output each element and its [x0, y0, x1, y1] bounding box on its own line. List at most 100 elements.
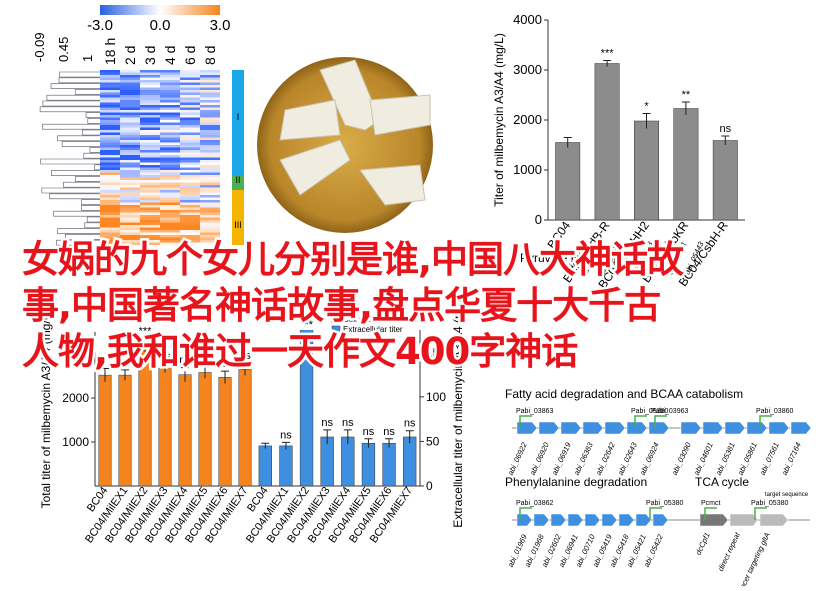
gene-arrow	[790, 421, 812, 435]
heatmap-cell	[180, 202, 200, 206]
heatmap-cell	[200, 240, 220, 243]
heatmap-cell	[200, 162, 220, 166]
heatmap-cell	[200, 110, 220, 113]
heatmap-cell	[160, 220, 180, 223]
promoter	[754, 507, 767, 520]
dendrogram-branch	[57, 135, 100, 142]
heatmap-cell	[140, 122, 160, 126]
y-tick-label: 4000	[513, 12, 542, 27]
heatmap-cell	[200, 160, 220, 163]
legend-swatch	[331, 325, 341, 334]
heatmap-cell	[160, 202, 180, 206]
colorbar-label: 3.0	[210, 17, 231, 34]
heatmap-cell	[180, 207, 200, 211]
gene-arrow	[567, 513, 584, 527]
heatmap-cell	[140, 82, 160, 86]
heatmap-cell	[180, 227, 200, 231]
heatmap-cell	[160, 140, 180, 143]
y-tick-label: 2000	[62, 391, 89, 405]
gene-arrow	[538, 421, 560, 435]
heatmap-cell	[140, 145, 160, 148]
heatmap-cell	[180, 135, 200, 138]
heatmap-cell	[160, 237, 180, 241]
heatmap-cell	[200, 215, 220, 218]
promoter	[759, 415, 772, 428]
heatmap-cell	[100, 230, 120, 233]
gene-label: spacer targeting gltA	[735, 531, 772, 586]
heatmap-cell	[180, 210, 200, 213]
heatmap-cell	[160, 87, 180, 91]
heatmap-cell	[120, 87, 140, 91]
heatmap-cell	[140, 90, 160, 93]
heatmap-cell	[100, 172, 120, 176]
heatmap-cell	[200, 82, 220, 86]
heatmap-cell	[120, 107, 140, 111]
dendrogram-branch	[75, 176, 100, 182]
heatmap-cell	[200, 180, 220, 183]
y-tick-label: 50	[426, 434, 440, 448]
heatmap-cell	[200, 92, 220, 96]
error-bar	[101, 368, 109, 382]
heatmap-cell	[160, 150, 180, 153]
heatmap-cell	[160, 132, 180, 136]
heatmap-cell	[140, 110, 160, 113]
gene-arrow	[601, 513, 618, 527]
heatmap-cell	[140, 210, 160, 213]
heatmap-cell	[200, 220, 220, 223]
heatmap-cell	[100, 137, 120, 141]
bar	[320, 436, 334, 486]
heatmap-cell	[100, 112, 120, 116]
heatmap-cell	[120, 77, 140, 81]
heatmap-cell	[120, 157, 140, 161]
heatmap-cell	[100, 205, 120, 208]
heatmap-cell	[160, 185, 180, 188]
dendrogram-branch	[39, 106, 100, 113]
dendrogram-branch	[56, 239, 100, 246]
bar	[258, 445, 272, 486]
heatmap-cell	[100, 90, 120, 93]
heatmap-cell	[200, 175, 220, 178]
heatmap-cell	[100, 202, 120, 206]
dendrogram-branch	[84, 222, 100, 229]
heatmap-cell	[160, 105, 180, 108]
heatmap-cell	[120, 150, 140, 153]
heatmap-cell	[180, 90, 200, 93]
heatmap-cell	[120, 80, 140, 83]
heatmap-cell	[140, 192, 160, 196]
heatmap-cell	[160, 222, 180, 226]
significance: ns	[342, 417, 354, 429]
heatmap-cell	[120, 167, 140, 171]
heatmap-cell	[120, 155, 140, 158]
heatmap-cell	[120, 90, 140, 93]
heatmap-cell	[120, 115, 140, 118]
dendrogram-branch	[85, 112, 100, 118]
heatmap-cell	[180, 100, 200, 103]
bar	[361, 442, 376, 486]
group-label: I	[237, 112, 240, 122]
colorbar	[100, 5, 220, 15]
gene-arrow	[648, 421, 670, 435]
heatmap-cell	[200, 232, 220, 236]
heatmap-cell	[140, 232, 160, 236]
heatmap-cell	[180, 217, 200, 221]
heatmap-cell	[140, 95, 160, 98]
heatmap-cell	[180, 242, 200, 246]
error-bar	[343, 429, 352, 445]
heatmap-cell	[160, 112, 180, 116]
dendrogram-branch	[64, 234, 100, 240]
heatmap-cell	[180, 212, 200, 216]
heatmap-cell	[140, 205, 160, 208]
heatmap-cell	[180, 215, 200, 218]
heatmap-cell	[100, 177, 120, 181]
promoter-label: Pabi_05380	[646, 500, 683, 507]
bar	[118, 374, 132, 487]
heatmap-cell	[100, 95, 120, 98]
heatmap-cell	[120, 105, 140, 108]
heatmap-cell	[100, 80, 120, 83]
heatmap-cell	[160, 155, 180, 158]
dendrogram-branch	[63, 181, 100, 188]
heatmap-cell	[160, 192, 180, 196]
heatmap-cell	[100, 145, 120, 148]
heatmap-cell	[160, 200, 180, 203]
heatmap-cell	[140, 227, 160, 231]
